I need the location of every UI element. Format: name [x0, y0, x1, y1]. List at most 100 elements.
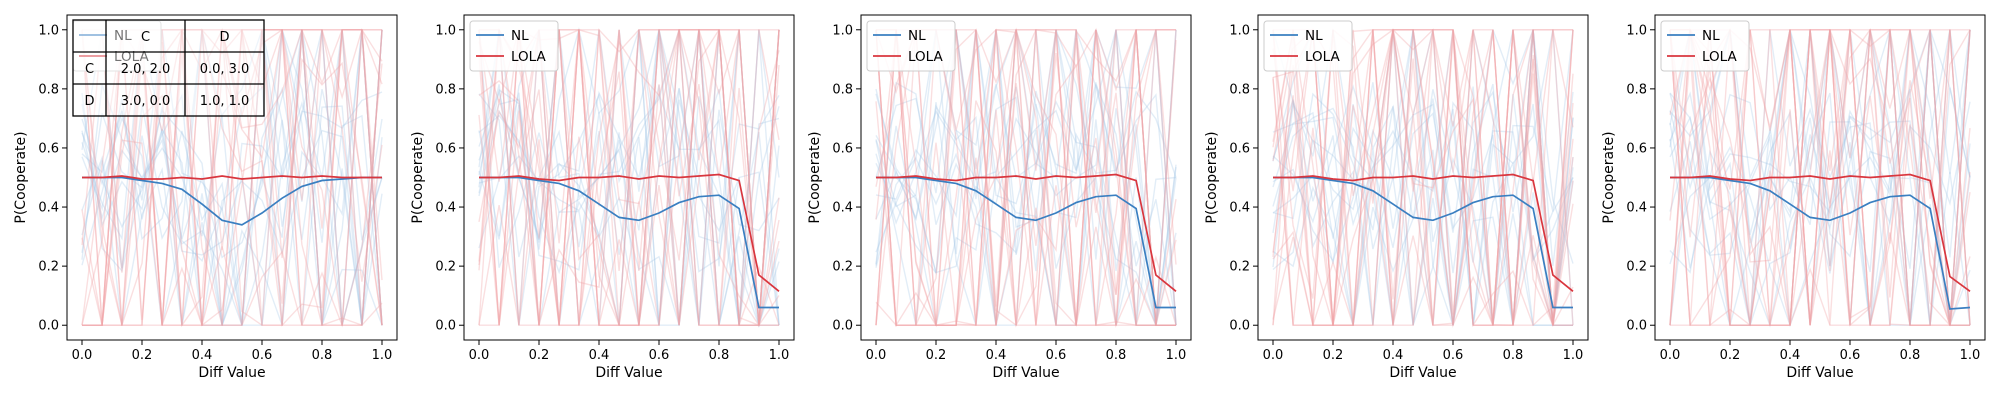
y-tick-label: 0.6 — [1229, 141, 1250, 156]
y-tick-label: 0.4 — [435, 201, 456, 216]
trace-nl-14 — [875, 29, 1177, 326]
y-tick-label: 0.6 — [832, 141, 853, 156]
y-tick-label: 0.0 — [832, 319, 853, 334]
x-tick-label: 0.2 — [132, 348, 153, 363]
trace-nl-2 — [81, 29, 383, 326]
trace-nl-4 — [875, 84, 1177, 326]
trace-lola-16 — [1272, 29, 1573, 326]
trace-nl-12 — [875, 29, 1177, 326]
y-tick-label: 0.0 — [38, 319, 59, 334]
y-tick-label: 0.0 — [1626, 319, 1647, 334]
y-tick-label: 1.0 — [1626, 23, 1647, 38]
trace-nl-11 — [1669, 29, 1971, 328]
trace-nl-9 — [1272, 29, 1574, 326]
trace-nl-5 — [81, 29, 383, 326]
plot-area — [478, 27, 780, 328]
axes-frame — [1257, 14, 1589, 341]
trace-lola-2 — [875, 29, 1176, 326]
trace-nl-4 — [81, 29, 383, 326]
trace-nl-1 — [1669, 29, 1971, 326]
legend-label-lola: LOLA — [114, 49, 149, 65]
legend-label-lola: LOLA — [908, 49, 943, 65]
x-tick-label: 0.6 — [1840, 348, 1861, 363]
trace-lola-15 — [1272, 28, 1574, 326]
axes-frame — [860, 14, 1192, 341]
trace-nl-10 — [1669, 29, 1971, 326]
x-axis-label: Diff Value — [595, 365, 662, 381]
trace-nl-7 — [478, 29, 780, 326]
x-tick-label: 0.0 — [866, 348, 887, 363]
axes-frame — [66, 14, 398, 341]
payoff-table-cell: 2.0, 2.0 — [121, 62, 171, 77]
x-tick-label: 0.0 — [469, 348, 490, 363]
x-tick-label: 0.8 — [312, 348, 333, 363]
x-tick-label: 0.6 — [252, 348, 273, 363]
trace-nl-13 — [81, 29, 383, 326]
x-tick-label: 0.6 — [1443, 348, 1464, 363]
x-tick-label: 0.0 — [1660, 348, 1681, 363]
trace-lola-3 — [1669, 29, 1971, 327]
payoff-table-cell: 0.0, 3.0 — [200, 62, 250, 77]
trace-nl-3 — [81, 27, 383, 326]
series-line-lola — [1273, 173, 1574, 292]
trace-lola-12 — [478, 29, 780, 327]
y-tick-label: 0.4 — [1229, 201, 1250, 216]
payoff-table-cell: 1.0, 1.0 — [200, 94, 250, 109]
payoff-table: C D C 2.0, 2.0 0.0, 3.0 D 3.0, 0.0 1.0, 1.0 — [72, 19, 265, 117]
legend-box — [469, 20, 559, 72]
y-tick-label: 0.4 — [832, 201, 853, 216]
y-axis-label: P(Cooperate) — [410, 131, 426, 223]
series-line-nl — [479, 176, 779, 309]
x-tick-label: 0.4 — [986, 348, 1007, 363]
trace-lola-2 — [478, 28, 780, 326]
legend-box — [866, 20, 956, 72]
payoff-table-cell: D — [219, 30, 229, 45]
x-axis-label: Diff Value — [198, 365, 265, 381]
trace-nl-3 — [1669, 29, 1971, 326]
legend-label-nl: NL — [1305, 28, 1323, 44]
y-tick-label: 0.4 — [38, 201, 59, 216]
trace-nl-8 — [81, 29, 383, 326]
y-tick-label: 0.8 — [1229, 82, 1250, 97]
trace-nl-11 — [875, 29, 1177, 326]
y-tick-label: 1.0 — [832, 23, 853, 38]
chart-panel-5: 0.0 0.2 0.4 0.6 0.8 1.0 0.0 0.2 0.4 0.6 0.8 1.0 Diff… — [1601, 14, 1986, 381]
x-axis-label: Diff Value — [1786, 365, 1853, 381]
trace-nl-8 — [1272, 29, 1574, 326]
series-line-lola — [479, 173, 780, 292]
y-axis-label: P(Cooperate) — [1204, 131, 1220, 223]
trace-lola-13 — [1272, 29, 1573, 326]
trace-nl-6 — [1272, 29, 1574, 326]
trace-nl-6 — [1669, 91, 1971, 328]
series-line-nl — [1670, 176, 1971, 310]
x-tick-label: 0.8 — [709, 348, 730, 363]
legend: NL LOLA — [866, 20, 956, 72]
trace-nl-12 — [1272, 29, 1573, 326]
y-tick-label: 1.0 — [38, 23, 59, 38]
legend: NL LOLA — [469, 20, 559, 72]
chart-panel-2: 0.0 0.2 0.4 0.6 0.8 1.0 0.0 0.2 0.4 0.6 0.8 1.0 Diff… — [410, 14, 795, 381]
legend-label-lola: LOLA — [1305, 49, 1340, 65]
trace-nl-11 — [478, 29, 780, 326]
y-tick-label: 0.2 — [38, 260, 59, 275]
legend-label-nl: NL — [908, 28, 926, 44]
y-tick-label: 0.6 — [435, 141, 456, 156]
axes-frame — [463, 14, 795, 341]
trace-nl-1 — [875, 29, 1177, 326]
trace-lola-6 — [81, 28, 383, 326]
trace-lola-8 — [1272, 29, 1574, 326]
trace-nl-8 — [875, 29, 1177, 326]
series-line-nl — [1273, 176, 1573, 309]
trace-lola-15 — [81, 29, 383, 326]
x-tick-label: 0.2 — [529, 348, 550, 363]
trace-nl-1 — [1272, 29, 1574, 326]
chart-panel-3: 0.0 0.2 0.4 0.6 0.8 1.0 0.0 0.2 0.4 0.6 0.8 1.0 Diff… — [807, 14, 1192, 381]
trace-nl-3 — [1272, 29, 1574, 326]
payoff-table-cell: D — [84, 94, 94, 109]
trace-lola-15 — [1669, 27, 1970, 326]
trace-nl-12 — [81, 29, 383, 326]
axes-frame — [1654, 14, 1986, 341]
trace-nl-9 — [478, 29, 780, 326]
legend: NL LOLA — [72, 20, 162, 72]
